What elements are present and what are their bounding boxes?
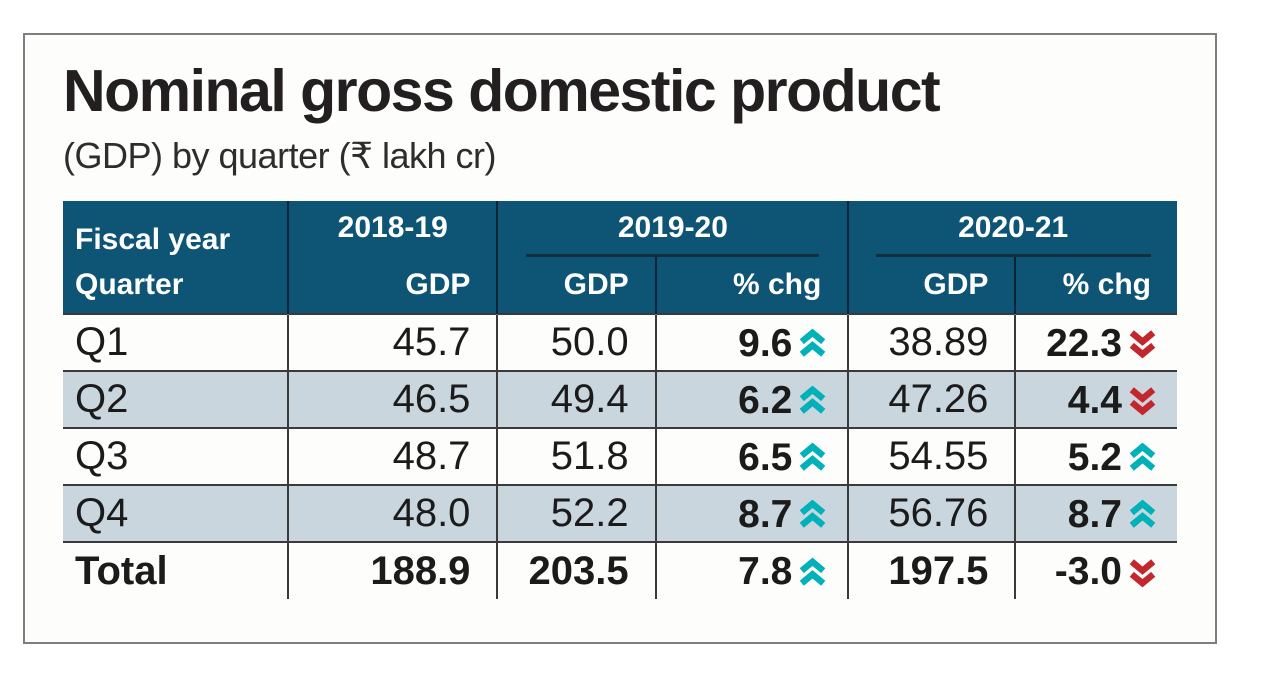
gdp-value: 49.4 xyxy=(496,371,656,429)
table-row-q3: Q3 48.7 51.8 6.5 54.55 5.2 xyxy=(63,428,1177,486)
table-row-q4: Q4 48.0 52.2 8.7 56.76 8.7 xyxy=(63,485,1177,543)
gdp-total: 188.9 xyxy=(287,542,498,600)
header-gdp-2020-21: GDP xyxy=(847,257,1016,315)
header-year-2020-21: 2020-21 xyxy=(847,201,1177,258)
pct-change-value: 8.7 xyxy=(738,492,793,536)
pct-change-cell: 6.5 xyxy=(654,428,849,486)
infographic-card: Nominal gross domestic product (GDP) by … xyxy=(23,33,1217,644)
table-header: Fiscal year 2018-19 2019-20 2020-21 Quar… xyxy=(63,201,1177,315)
header-year-2019-20: 2019-20 xyxy=(496,201,849,258)
gdp-value: 52.2 xyxy=(496,485,656,543)
pct-change-cell: 9.6 xyxy=(654,314,849,372)
gdp-value: 47.26 xyxy=(847,371,1016,429)
page-title: Nominal gross domestic product xyxy=(63,58,941,124)
pct-change-value: 9.6 xyxy=(738,321,793,365)
pct-change-cell: 5.2 xyxy=(1014,428,1177,486)
header-row-measures: Quarter GDP GDP % chg GDP % chg xyxy=(63,257,1177,315)
pct-change-value: 4.4 xyxy=(1067,378,1122,422)
pct-change-cell: 8.7 xyxy=(654,485,849,543)
header-gdp-2018-19: GDP xyxy=(287,257,498,315)
pct-change-value: 8.7 xyxy=(1067,492,1122,536)
gdp-value: 50.0 xyxy=(496,314,656,372)
pct-change-cell: 4.4 xyxy=(1014,371,1177,429)
header-fiscal-year: Fiscal year xyxy=(63,201,289,258)
trend-chevron-icon xyxy=(1128,385,1157,416)
gdp-value: 38.89 xyxy=(847,314,1016,372)
pct-change-cell: -3.0 xyxy=(1014,542,1177,600)
header-year-2018-19: 2018-19 xyxy=(287,201,498,258)
quarter-label: Q4 xyxy=(75,491,129,536)
header-chg-2020-21: % chg xyxy=(1014,257,1177,315)
gdp-total: 197.5 xyxy=(847,542,1016,600)
gdp-value: 48.7 xyxy=(287,428,498,486)
gdp-value: 48.0 xyxy=(287,485,498,543)
trend-chevron-icon xyxy=(798,499,827,530)
page-subtitle: (GDP) by quarter (₹ lakh cr) xyxy=(63,135,497,177)
header-chg-2019-20: % chg xyxy=(654,257,849,315)
gdp-value: 46.5 xyxy=(287,371,498,429)
header-gdp-2019-20: GDP xyxy=(496,257,656,315)
trend-chevron-icon xyxy=(1128,442,1157,473)
pct-change-cell: 6.2 xyxy=(654,371,849,429)
gdp-value: 56.76 xyxy=(847,485,1016,543)
trend-chevron-icon xyxy=(798,385,827,416)
quarter-label: Q2 xyxy=(75,377,129,422)
header-quarter: Quarter xyxy=(63,257,289,315)
pct-change-cell: 7.8 xyxy=(654,542,849,600)
table-row-q2: Q2 46.5 49.4 6.2 47.26 4.4 xyxy=(63,371,1177,429)
trend-chevron-icon xyxy=(798,328,827,359)
trend-chevron-icon xyxy=(1128,557,1157,588)
pct-change-cell: 8.7 xyxy=(1014,485,1177,543)
total-label: Total xyxy=(75,548,168,593)
pct-change-value: 7.8 xyxy=(738,550,793,594)
table-row-total: Total 188.9 203.5 7.8 197.5 -3.0 xyxy=(63,542,1177,600)
pct-change-value: 6.5 xyxy=(738,435,793,479)
quarter-label: Q3 xyxy=(75,434,129,479)
pct-change-value: 6.2 xyxy=(738,378,793,422)
quarter-label: Q1 xyxy=(75,320,129,365)
gdp-value: 51.8 xyxy=(496,428,656,486)
trend-chevron-icon xyxy=(798,557,827,588)
pct-change-cell: 22.3 xyxy=(1014,314,1177,372)
gdp-value: 54.55 xyxy=(847,428,1016,486)
gdp-value: 45.7 xyxy=(287,314,498,372)
table-row-q1: Q1 45.7 50.0 9.6 38.89 22.3 xyxy=(63,314,1177,372)
gdp-total: 203.5 xyxy=(496,542,656,600)
header-row-years: Fiscal year 2018-19 2019-20 2020-21 xyxy=(63,201,1177,258)
pct-change-value: -3.0 xyxy=(1054,550,1122,594)
pct-change-value: 22.3 xyxy=(1046,321,1122,365)
pct-change-value: 5.2 xyxy=(1067,435,1122,479)
trend-chevron-icon xyxy=(1128,499,1157,530)
gdp-table: Fiscal year 2018-19 2019-20 2020-21 Quar… xyxy=(63,201,1177,600)
trend-chevron-icon xyxy=(1128,328,1157,359)
trend-chevron-icon xyxy=(798,442,827,473)
